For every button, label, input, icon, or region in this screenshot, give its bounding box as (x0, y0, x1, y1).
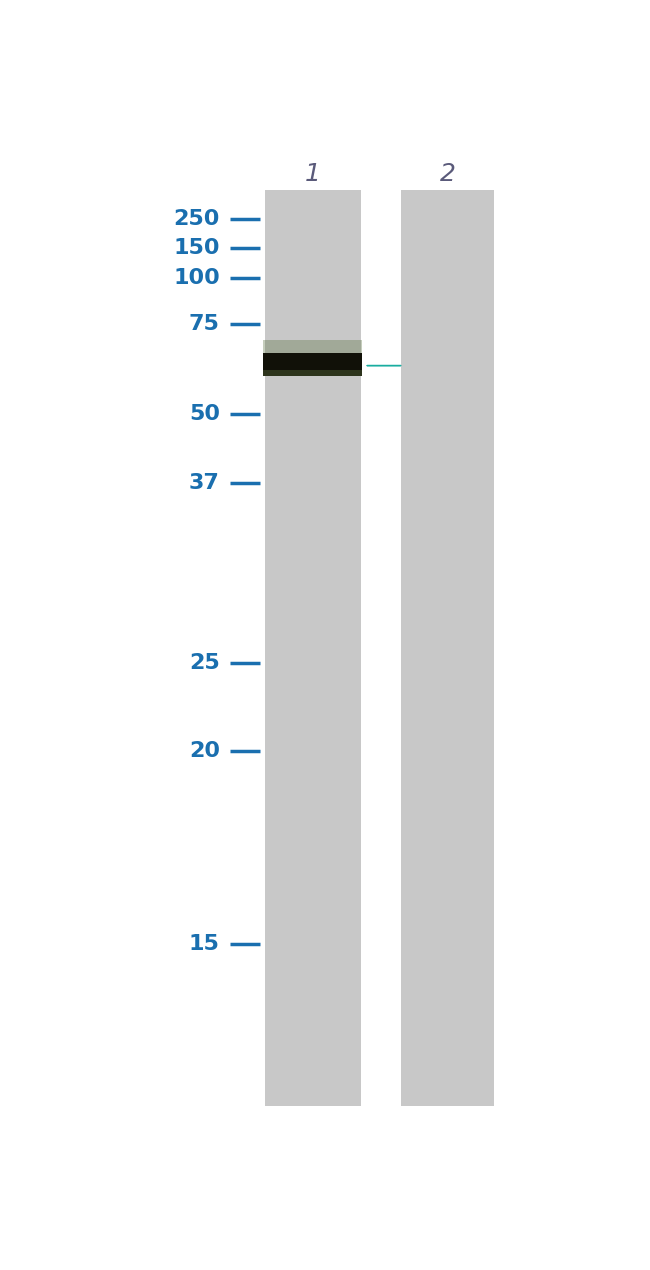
Text: 20: 20 (188, 740, 220, 761)
Bar (401, 189, 494, 1106)
Bar (263, 340, 362, 353)
Text: 150: 150 (174, 239, 220, 258)
Bar (263, 353, 362, 376)
Text: 50: 50 (188, 404, 220, 424)
Text: 2: 2 (439, 161, 456, 185)
Text: 250: 250 (174, 208, 220, 229)
Text: 100: 100 (173, 268, 220, 287)
Text: 15: 15 (189, 935, 220, 955)
Bar (265, 189, 361, 1106)
Text: 75: 75 (189, 314, 220, 334)
Text: 25: 25 (189, 653, 220, 673)
Text: 37: 37 (189, 472, 220, 493)
Bar (263, 371, 362, 376)
Text: 1: 1 (305, 161, 321, 185)
